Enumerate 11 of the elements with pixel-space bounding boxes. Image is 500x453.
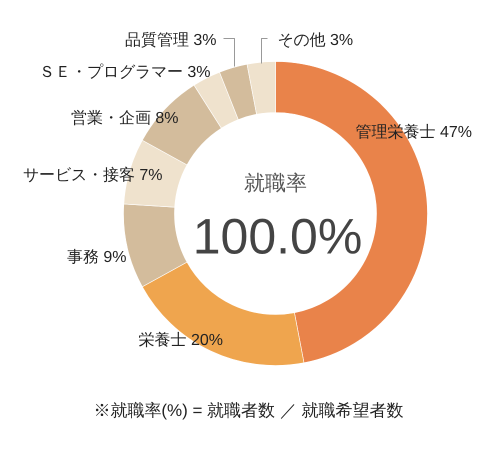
slice-label: 事務 9% [66,248,127,266]
text: 100.0% [192,208,362,264]
text: ※就職率(%) = 就職者数 ／ 就職希望者数 [93,401,404,420]
slice-label: 管理栄養士 47% [356,123,472,141]
text: 就職率 [244,172,307,195]
slice-label: ＳＥ・プログラマー 3% [38,63,211,81]
slice-label: 栄養士 20% [138,331,223,349]
slice-label: サービス・接客 7% [22,166,163,184]
slice-label: 品質管理 3% [124,31,217,49]
slice-label: その他 3% [278,32,354,49]
slice-label: 営業・企画 8% [70,109,179,127]
